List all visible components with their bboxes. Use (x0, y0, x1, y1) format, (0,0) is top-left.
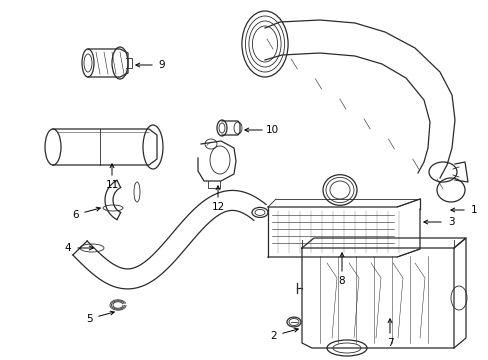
Text: 12: 12 (211, 202, 224, 212)
Text: 1: 1 (470, 205, 476, 215)
Text: 4: 4 (64, 243, 71, 253)
Text: 5: 5 (86, 314, 92, 324)
Text: 2: 2 (269, 331, 276, 341)
Text: 7: 7 (386, 338, 392, 348)
Text: 8: 8 (338, 276, 345, 286)
Text: 6: 6 (72, 210, 79, 220)
Text: 3: 3 (447, 217, 453, 227)
Text: 11: 11 (105, 180, 119, 190)
Text: 10: 10 (265, 125, 278, 135)
Text: 9: 9 (159, 60, 165, 70)
